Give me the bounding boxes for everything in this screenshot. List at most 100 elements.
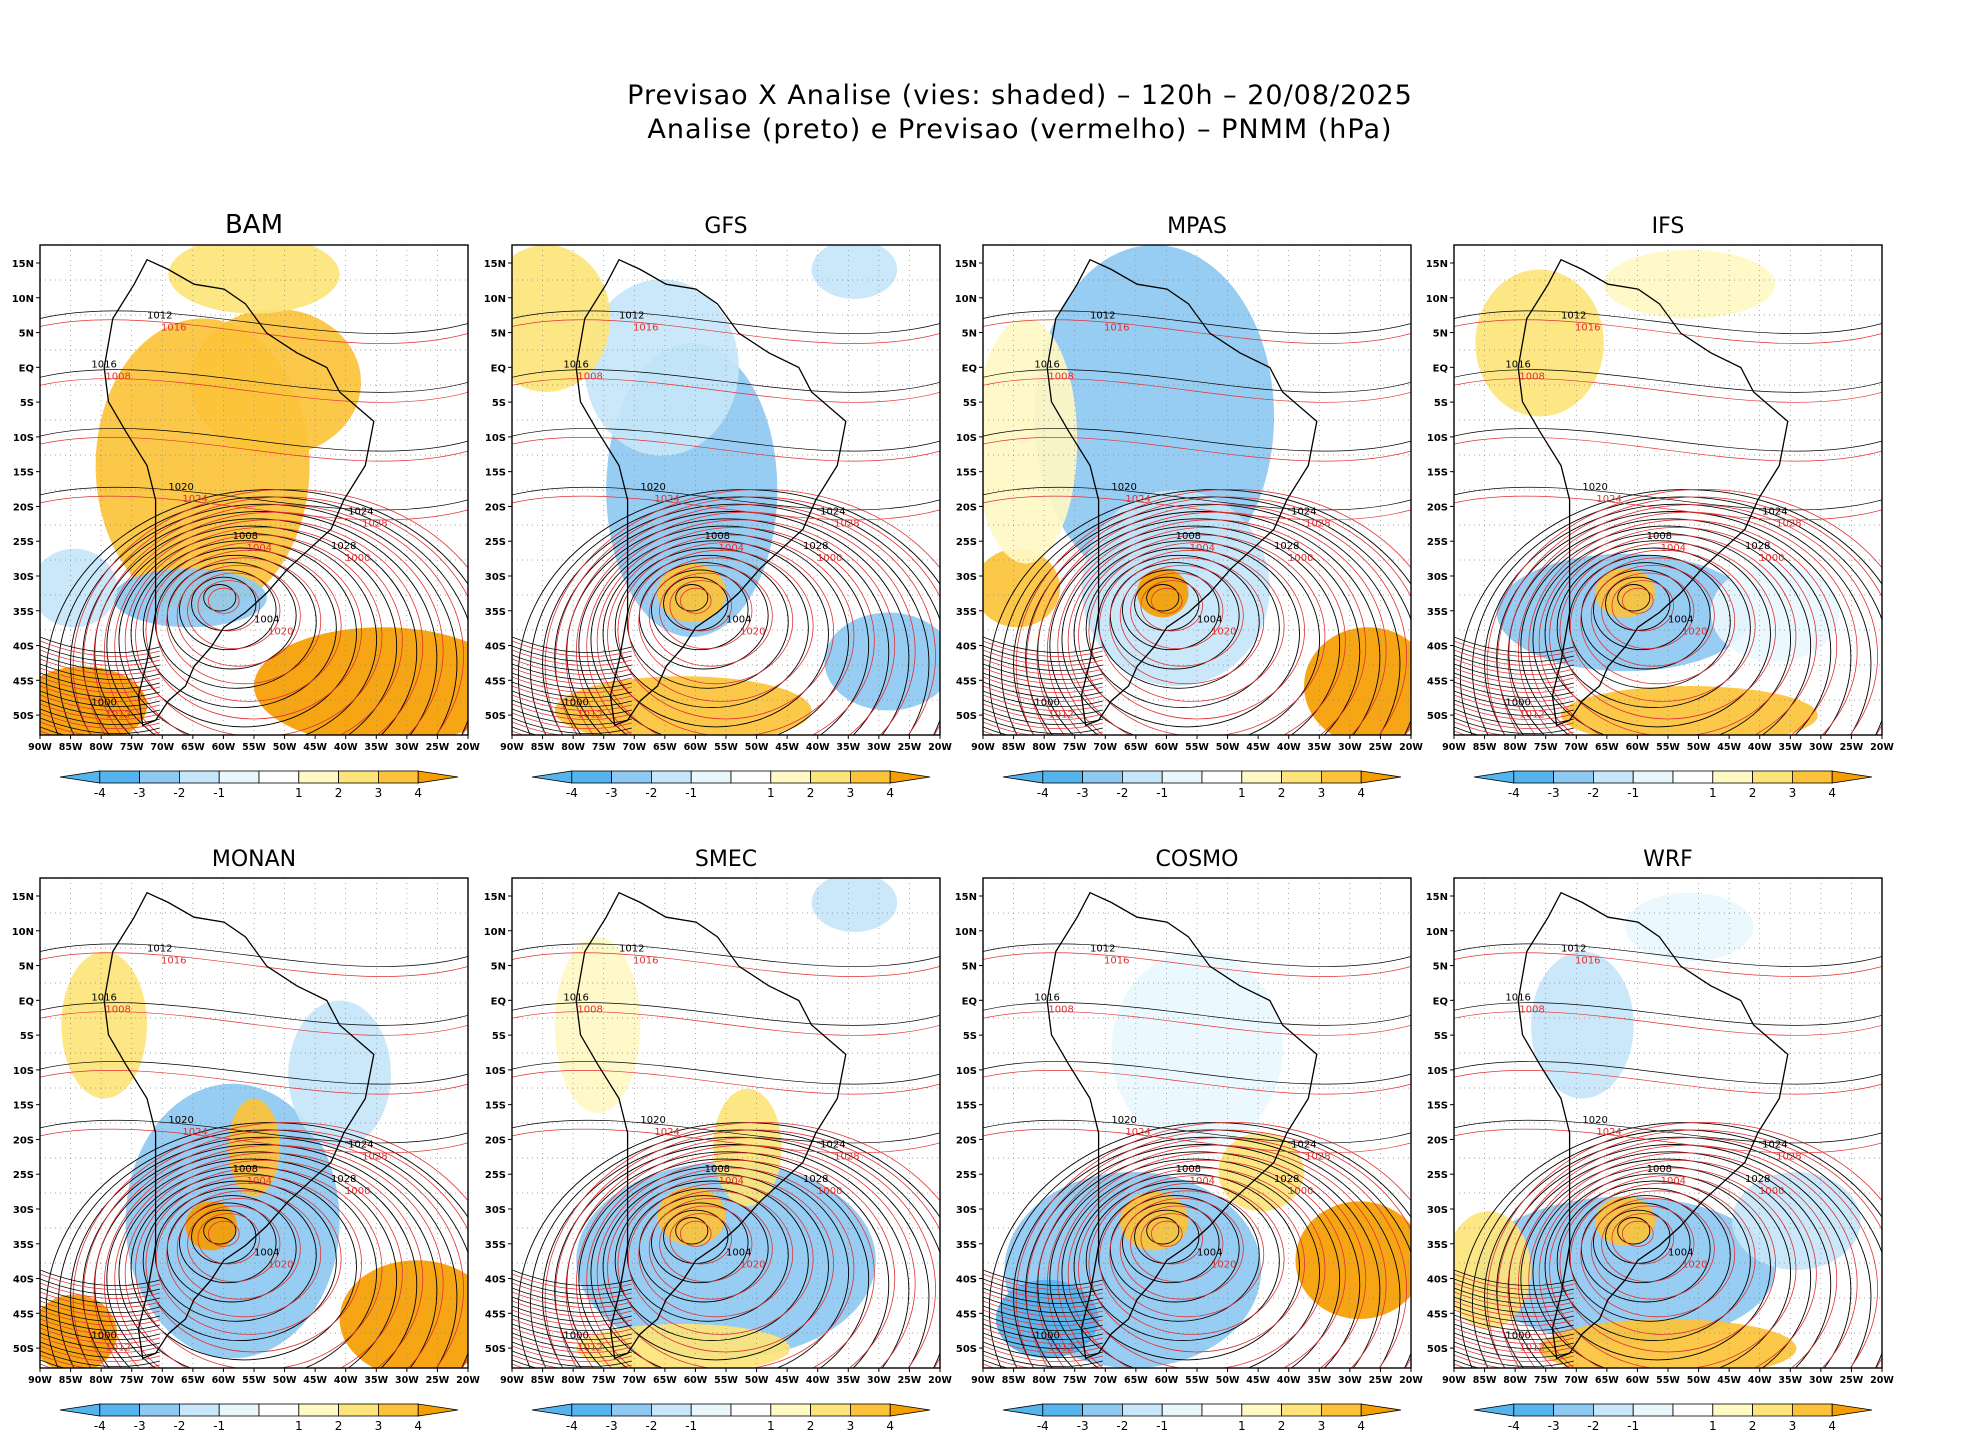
isobar-label-analysis: 1020 [640,1115,665,1126]
y-tick-label: 5S [492,1031,506,1042]
bias-region [254,627,468,735]
x-tick-label: 50W [273,1375,297,1386]
isobar-label-analysis: 1016 [1505,360,1530,371]
isobar-label-analysis: 1024 [1291,507,1316,518]
isobar-forecast [1518,1144,1858,1368]
isobar-analysis [1520,525,1812,735]
isobar-label-forecast: 1000 [1759,553,1784,564]
x-tick-label: 55W [1656,742,1680,753]
isobar-analysis [1025,1144,1381,1368]
bias-region [713,1088,782,1207]
isobar-analysis [1472,496,1882,735]
panel-title: COSMO [1156,847,1239,872]
colorbar-segment [1082,770,1123,784]
isobar-label-forecast: 1028 [1305,519,1330,530]
isobar-analysis [626,1187,789,1322]
colorbar-segment [850,1403,891,1417]
colorbar-segment [1082,1403,1123,1417]
colorbar-segment [770,1403,811,1417]
colorbar-label: 3 [1318,786,1326,800]
x-tick-label: 35W [364,742,388,753]
x-tick-label: 50W [1687,1375,1711,1386]
x-tick-label: 60W [1155,742,1179,753]
isobar-label-analysis: 1016 [1034,360,1059,371]
isobar-forecast [1580,557,1736,685]
isobar-forecast [659,572,753,649]
colorbar: -4 -3 -2 -1 1 2 3 4 [1002,1403,1402,1433]
isobar-label-forecast: 1000 [817,553,842,564]
x-tick-label: 45W [1246,1375,1270,1386]
isobar-forecast [1067,527,1346,735]
isobar-forecast [72,1122,468,1368]
colorbar-segment [338,770,379,784]
colorbar-segment [651,1403,692,1417]
x-tick-label: 25W [426,1375,450,1386]
isobar-label-analysis: 1000 [91,698,116,709]
isobar-analysis [179,569,277,651]
isobar-label-forecast: 1024 [182,1127,207,1138]
bias-region [288,1000,391,1148]
colorbar-segment [850,770,891,784]
isobar-label-analysis: 1004 [254,1247,279,1258]
y-tick-label: 35S [1427,1240,1448,1251]
isobar-label-forecast: 1020 [1211,1259,1236,1270]
colorbar-label: -2 [173,786,185,800]
y-tick-label: 10N [955,294,977,305]
x-tick-label: 45W [775,1375,799,1386]
isobar-analysis [578,525,870,735]
isobar-label-forecast: 1008 [1048,372,1073,383]
isobar-analysis [1496,511,1852,735]
bias-region [1531,951,1634,1099]
bias-region [168,245,340,314]
colorbar-label: -4 [1037,1419,1049,1433]
colorbar-arrow-left [1002,770,1044,784]
colorbar-arrow-right [417,770,459,784]
isobar-label-analysis: 1012 [1090,944,1115,955]
isobar-label-forecast: 1012 [105,710,130,721]
colorbar-label: -4 [1037,786,1049,800]
colorbar-label: 1 [767,1419,775,1433]
x-tick-label: 45W [1717,1375,1741,1386]
colorbar-label: -4 [1508,1419,1520,1433]
isobar-forecast [1140,1213,1203,1265]
isobar-analysis [203,1217,237,1245]
isobar-forecast [1036,1137,1407,1368]
y-tick-label: EQ [962,996,977,1007]
y-tick-label: 10N [484,294,506,305]
y-tick-label: 30S [956,1205,977,1216]
isobar-label-forecast: 1012 [1519,1343,1544,1354]
x-tick-label: 40W [1748,742,1772,753]
isobar-label-forecast: 1000 [345,1186,370,1197]
x-tick-label: 25W [898,742,922,753]
colorbar-label: -2 [1587,1419,1599,1433]
y-tick-label: 35S [485,1240,506,1251]
bias-region [1561,686,1818,735]
isobar-forecast [1601,572,1695,649]
isobar-label-analysis: 1008 [1647,1164,1672,1175]
colorbar-label: 4 [414,1419,422,1433]
isobar-label-forecast: 1012 [577,1343,602,1354]
colorbar-label: 3 [847,1419,855,1433]
y-tick-label: 45S [485,676,506,687]
isobar-label-forecast: 1000 [1759,1186,1784,1197]
isobar-forecast [1528,1152,1838,1368]
y-tick-label: 35S [13,1240,34,1251]
colorbar-label: -2 [645,786,657,800]
isobar-label-analysis: 1016 [563,360,588,371]
x-tick-label: 25W [1369,742,1393,753]
x-tick-label: 65W [1595,1375,1619,1386]
colorbar-label: -3 [1548,1419,1560,1433]
colorbar-label: 4 [886,786,894,800]
x-tick-label: 70W [1093,742,1117,753]
isobar-label-forecast: 1024 [1125,1127,1150,1138]
isobar-forecast [145,1175,362,1353]
isobar-label-forecast: 1024 [1125,494,1150,505]
colorbar-segment [99,1403,141,1417]
colorbar-segment [139,770,180,784]
x-tick-label: 40W [806,742,830,753]
isobar-forecast [197,1213,260,1265]
y-tick-label: 35S [956,607,977,618]
colorbar-label: -2 [1587,786,1599,800]
y-tick-label: 25S [956,1170,977,1181]
isobar-analysis [626,554,789,689]
